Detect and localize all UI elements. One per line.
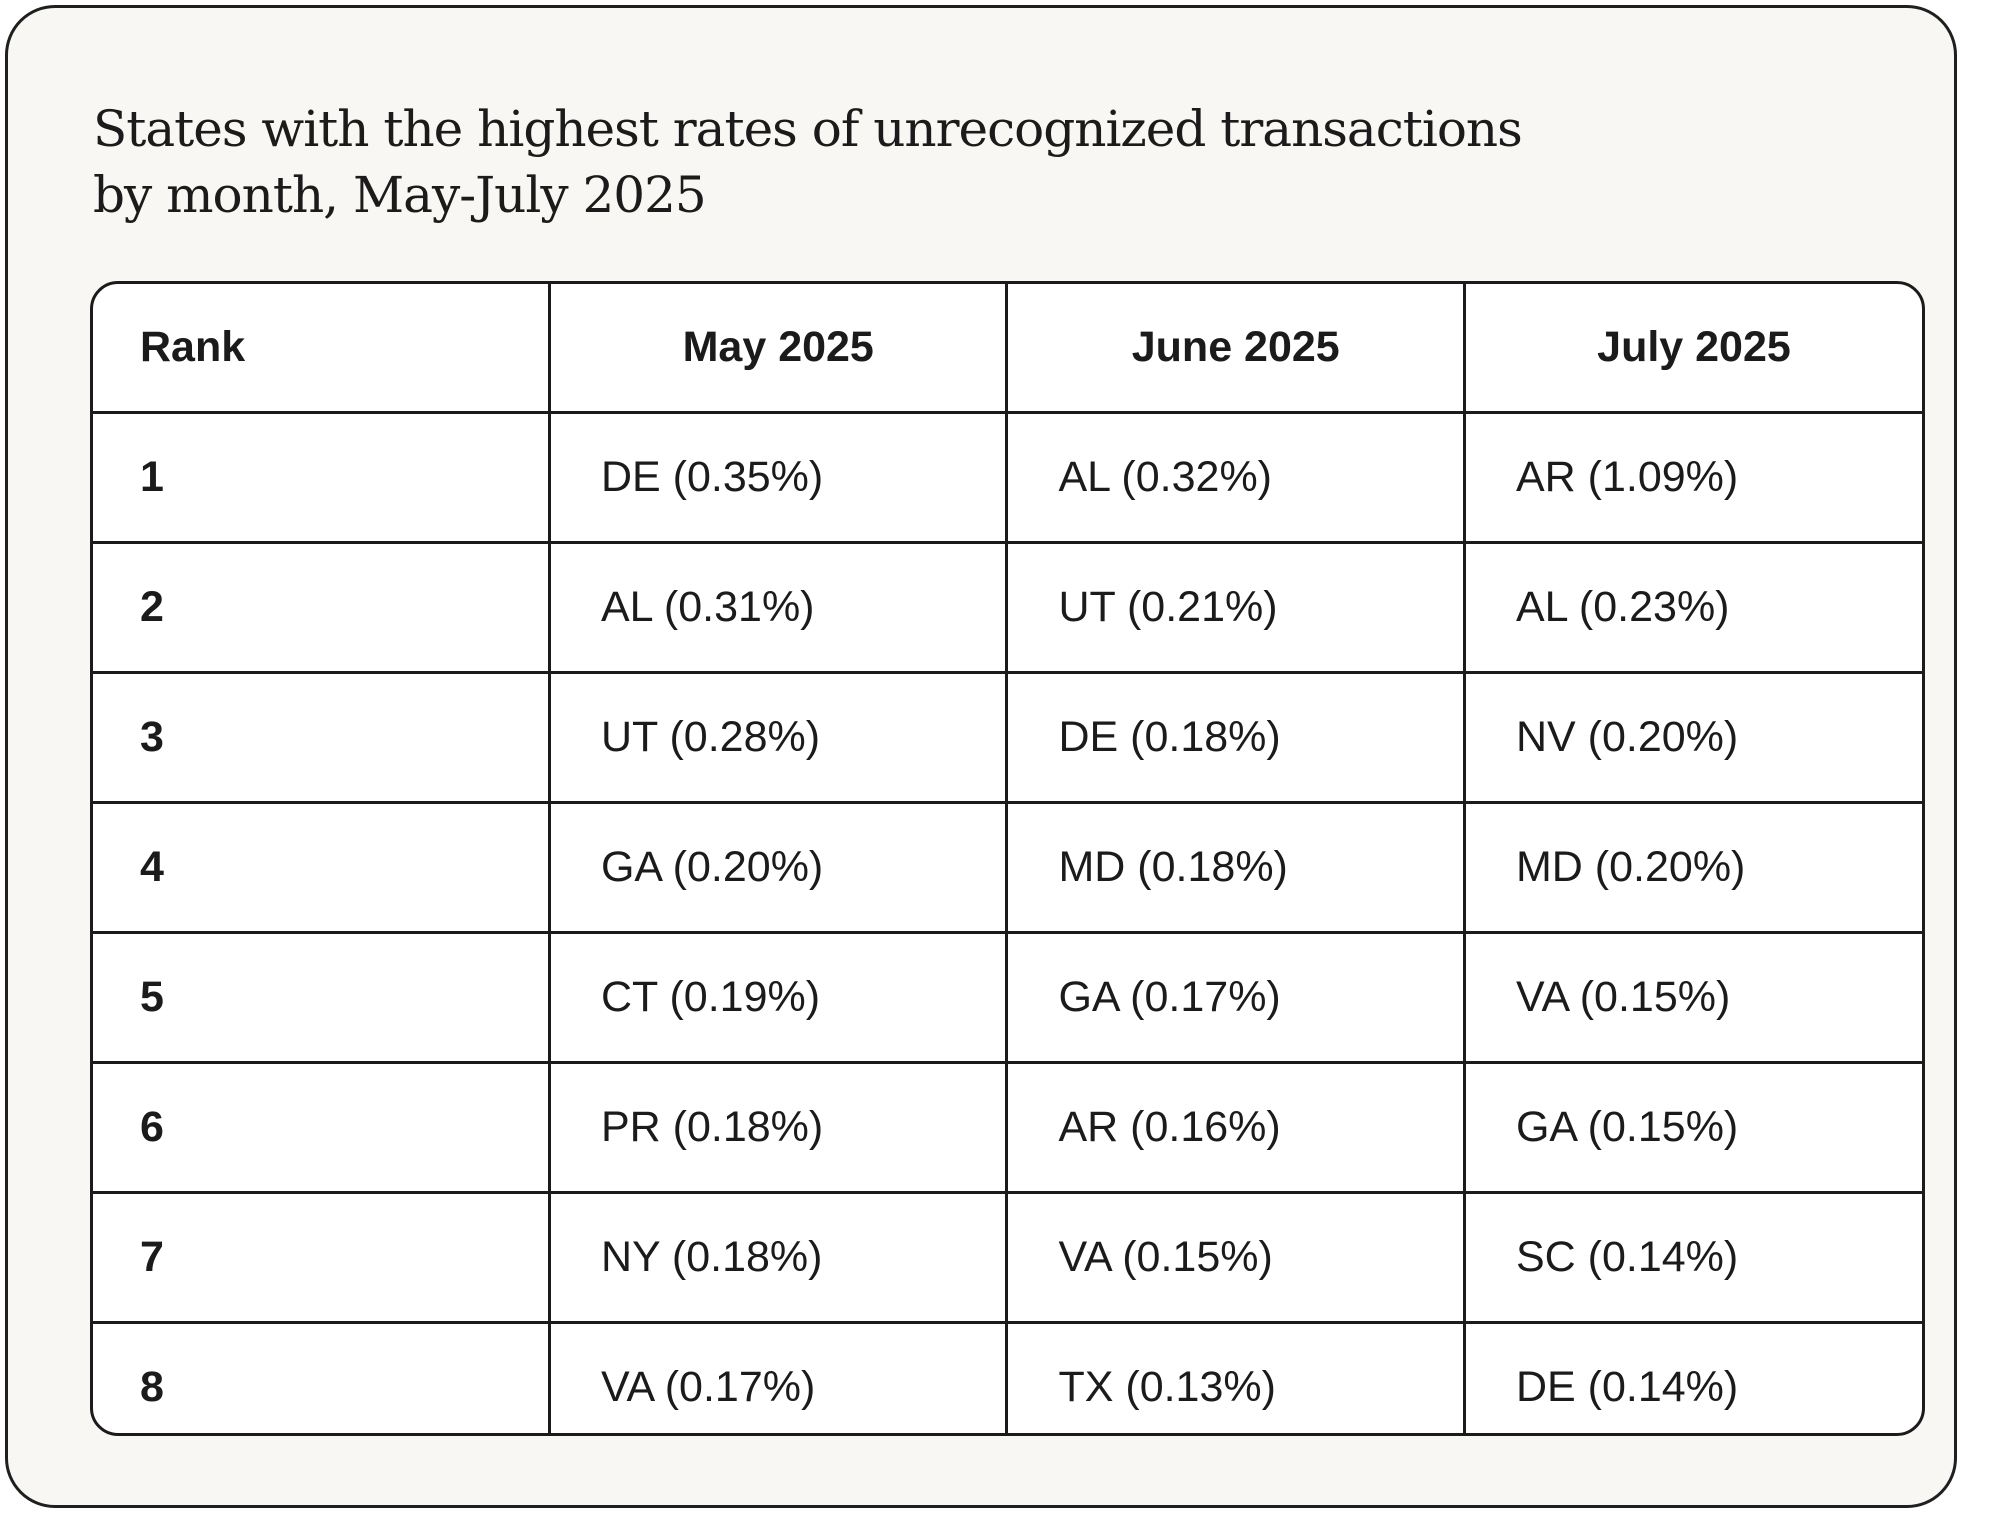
column-header-rank: Rank <box>93 284 551 414</box>
table-row: 1 DE (0.35%) AL (0.32%) AR (1.09%) <box>93 412 1922 544</box>
june-cell: DE (0.18%) <box>1006 672 1466 804</box>
june-cell: GA (0.17%) <box>1006 932 1466 1064</box>
table-row: 8 VA (0.17%) TX (0.13%) DE (0.14%) <box>93 1322 1922 1433</box>
july-cell: GA (0.15%) <box>1464 1062 1922 1194</box>
rank-cell: 2 <box>93 542 551 674</box>
may-cell: UT (0.28%) <box>549 672 1009 804</box>
july-cell: AR (1.09%) <box>1464 412 1922 544</box>
ranking-table: Rank May 2025 June 2025 July 2025 1 DE (… <box>93 284 1922 1433</box>
july-cell: SC (0.14%) <box>1464 1192 1922 1324</box>
rank-cell: 3 <box>93 672 551 804</box>
may-cell: PR (0.18%) <box>549 1062 1009 1194</box>
july-cell: MD (0.20%) <box>1464 802 1922 934</box>
table-row: 2 AL (0.31%) UT (0.21%) AL (0.23%) <box>93 542 1922 674</box>
may-cell: GA (0.20%) <box>549 802 1009 934</box>
table-header-row: Rank May 2025 June 2025 July 2025 <box>93 284 1922 414</box>
may-cell: AL (0.31%) <box>549 542 1009 674</box>
rank-cell: 8 <box>93 1322 551 1433</box>
chart-card: States with the highest rates of unrecog… <box>5 5 1957 1508</box>
july-cell: NV (0.20%) <box>1464 672 1922 804</box>
june-cell: AL (0.32%) <box>1006 412 1466 544</box>
table-row: 4 GA (0.20%) MD (0.18%) MD (0.20%) <box>93 802 1922 934</box>
table-row: 6 PR (0.18%) AR (0.16%) GA (0.15%) <box>93 1062 1922 1194</box>
may-cell: DE (0.35%) <box>549 412 1009 544</box>
column-header-may: May 2025 <box>549 284 1009 414</box>
may-cell: CT (0.19%) <box>549 932 1009 1064</box>
june-cell: UT (0.21%) <box>1006 542 1466 674</box>
june-cell: AR (0.16%) <box>1006 1062 1466 1194</box>
table-row: 5 CT (0.19%) GA (0.17%) VA (0.15%) <box>93 932 1922 1064</box>
chart-title-line-1: States with the highest rates of unrecog… <box>93 100 1523 158</box>
rank-cell: 7 <box>93 1192 551 1324</box>
rank-cell: 1 <box>93 412 551 544</box>
july-cell: VA (0.15%) <box>1464 932 1922 1064</box>
july-cell: DE (0.14%) <box>1515 1363 1739 1411</box>
may-cell: VA (0.17%) <box>549 1322 1009 1433</box>
june-cell: TX (0.13%) <box>1006 1322 1466 1433</box>
column-header-june: June 2025 <box>1006 284 1466 414</box>
chart-title-line-2: by month, May-July 2025 <box>93 166 707 224</box>
june-cell: VA (0.15%) <box>1006 1192 1466 1324</box>
rank-cell: 5 <box>93 932 551 1064</box>
table-row: 7 NY (0.18%) VA (0.15%) SC (0.14%) <box>93 1192 1922 1324</box>
chart-title: States with the highest rates of unrecog… <box>93 96 1523 228</box>
ranking-table-container: Rank May 2025 June 2025 July 2025 1 DE (… <box>90 281 1925 1436</box>
rank-cell: 4 <box>93 802 551 934</box>
column-header-july: July 2025 <box>1464 284 1922 414</box>
table-row: 3 UT (0.28%) DE (0.18%) NV (0.20%) <box>93 672 1922 804</box>
may-cell: NY (0.18%) <box>549 1192 1009 1324</box>
june-cell: MD (0.18%) <box>1006 802 1466 934</box>
rank-cell: 6 <box>93 1062 551 1194</box>
july-cell: AL (0.23%) <box>1464 542 1922 674</box>
